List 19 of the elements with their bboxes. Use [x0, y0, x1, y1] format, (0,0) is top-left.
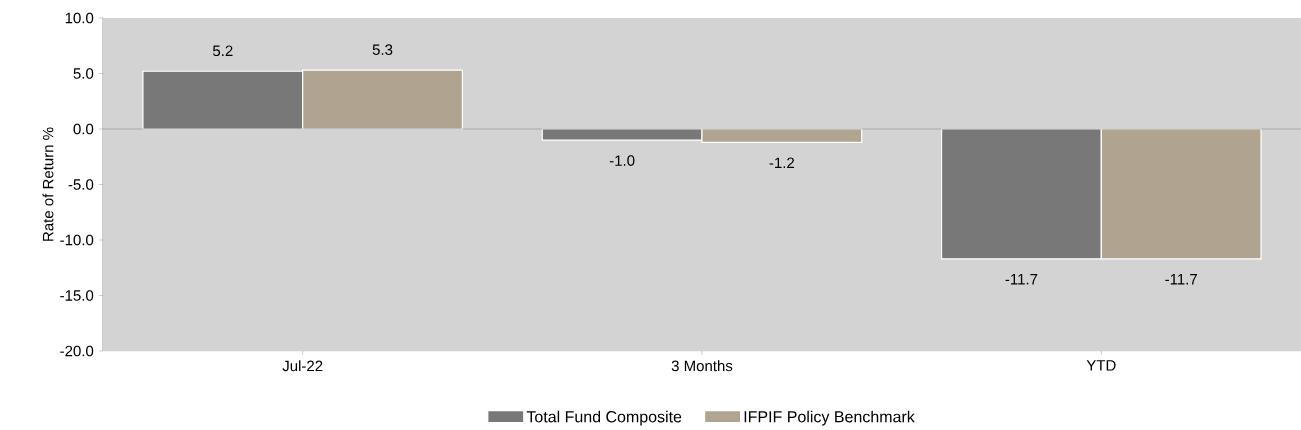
y-tick-label: -10.0	[60, 234, 94, 246]
legend-label: IFPIF Policy Benchmark	[744, 410, 915, 426]
y-tick-label: -20.0	[60, 345, 94, 357]
y-tick-label: 5.0	[73, 68, 94, 79]
data-label: -11.7	[1165, 274, 1197, 285]
data-label: -1.2	[769, 157, 795, 168]
y-tick-label: -5.0	[68, 179, 94, 190]
data-label: 5.2	[212, 45, 233, 57]
data-label: -1.0	[609, 155, 635, 166]
x-tick-label: 3 Months	[671, 360, 733, 372]
y-tick-label: 0.0	[73, 123, 94, 135]
legend-label: Total Fund Composite	[526, 410, 682, 426]
x-tick-label: YTD	[1086, 360, 1116, 371]
data-label: -11.7	[1005, 274, 1038, 285]
y-tick-label: 10.0	[65, 12, 94, 24]
x-tick-label: Jul-22	[282, 360, 323, 372]
data-label: 5.3	[372, 44, 393, 55]
y-axis-title: Rate of Return %	[42, 127, 54, 241]
y-tick-label: -15.0	[60, 290, 94, 301]
